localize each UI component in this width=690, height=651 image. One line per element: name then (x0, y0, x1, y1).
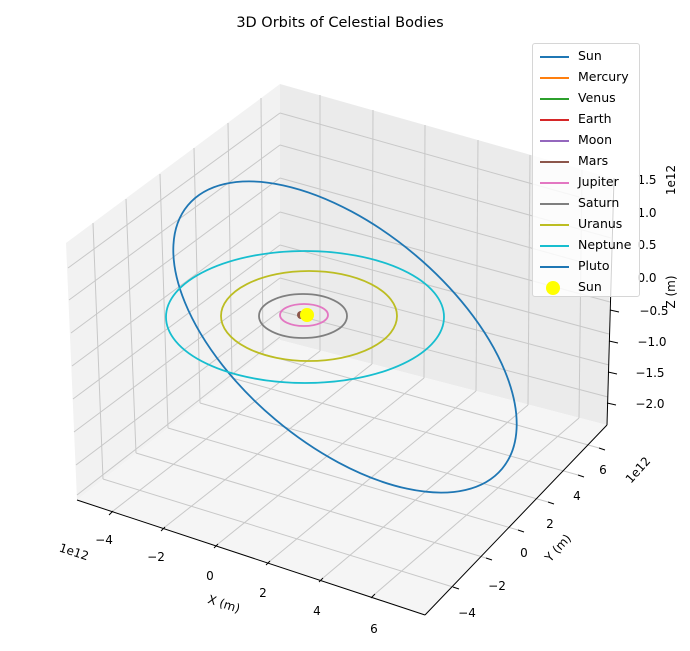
legend-item-venus: Venus (533, 88, 639, 108)
jupiter-orbit (279, 303, 329, 327)
svg-text:4: 4 (313, 604, 321, 618)
svg-text:−0.5: −0.5 (639, 304, 668, 318)
legend-line-swatch (540, 245, 569, 247)
left-back-pane (66, 84, 280, 500)
svg-text:2: 2 (259, 586, 267, 600)
saturn-orbit (258, 293, 348, 339)
z-ticks (606, 309, 620, 406)
legend-item-neptune: Neptune (533, 235, 639, 255)
legend-line-swatch (540, 98, 569, 100)
legend-line-swatch (540, 224, 569, 226)
pluto-orbit (172, 180, 518, 494)
svg-text:0: 0 (206, 569, 214, 583)
svg-text:0: 0 (520, 546, 528, 560)
floor-pane (77, 340, 607, 615)
legend-line-swatch (540, 203, 569, 205)
z-axis-label: Z (m) (664, 275, 678, 308)
svg-text:−1.0: −1.0 (637, 335, 666, 349)
legend-item-earth: Earth (533, 109, 639, 129)
svg-text:0.0: 0.0 (637, 271, 656, 285)
svg-text:0.5: 0.5 (637, 238, 656, 252)
grid-lines (67, 95, 612, 595)
legend-item-pluto: Pluto (533, 256, 639, 276)
legend-line-swatch (540, 266, 569, 268)
legend: Sun Mercury Venus Earth Moon Mars Jupite… (532, 43, 640, 297)
legend-item-sun-line: Sun (533, 46, 639, 66)
svg-text:−2: −2 (147, 550, 165, 564)
svg-text:−4: −4 (458, 606, 476, 620)
svg-text:−2.0: −2.0 (635, 397, 664, 411)
z-tick-labels: −2.0 −1.5 −1.0 −0.5 0.0 0.5 1.0 1.5 Z (m… (635, 165, 678, 411)
svg-text:1.5: 1.5 (637, 173, 656, 187)
y-offset-text: 1e12 (623, 454, 654, 486)
svg-text:6: 6 (370, 622, 378, 636)
x-axis-line (76, 499, 426, 616)
legend-marker-swatch (546, 281, 560, 295)
legend-item-uranus: Uranus (533, 214, 639, 234)
legend-item-saturn: Saturn (533, 193, 639, 213)
svg-text:2: 2 (546, 517, 554, 531)
legend-line-swatch (540, 182, 569, 184)
chart-title: 3D Orbits of Celestial Bodies (236, 15, 443, 31)
legend-item-moon: Moon (533, 130, 639, 150)
uranus-orbit (220, 270, 398, 362)
z-offset-text: 1e12 (664, 165, 678, 195)
legend-line-swatch (540, 119, 569, 121)
svg-text:−2: −2 (488, 579, 506, 593)
legend-line-swatch (540, 140, 569, 142)
y-axis-line (424, 424, 608, 616)
orbits (165, 180, 518, 494)
x-ticks (108, 510, 376, 599)
y-axis-label: Y (m) (541, 531, 574, 565)
legend-item-mercury: Mercury (533, 67, 639, 87)
legend-line-swatch (540, 77, 569, 79)
svg-text:4: 4 (573, 489, 581, 503)
x-axis-label: X (m) (206, 592, 242, 616)
neptune-orbit (165, 250, 445, 384)
svg-text:1.0: 1.0 (637, 206, 656, 220)
y-ticks (452, 447, 606, 590)
x-offset-text: 1e12 (57, 541, 90, 564)
sun-marker (300, 308, 314, 322)
legend-line-swatch (540, 56, 569, 58)
svg-text:−1.5: −1.5 (635, 366, 664, 380)
svg-text:−4: −4 (95, 533, 113, 547)
legend-item-mars: Mars (533, 151, 639, 171)
legend-line-swatch (540, 161, 569, 163)
legend-item-sun-marker: Sun (533, 277, 639, 297)
svg-text:6: 6 (599, 463, 607, 477)
legend-item-jupiter: Jupiter (533, 172, 639, 192)
